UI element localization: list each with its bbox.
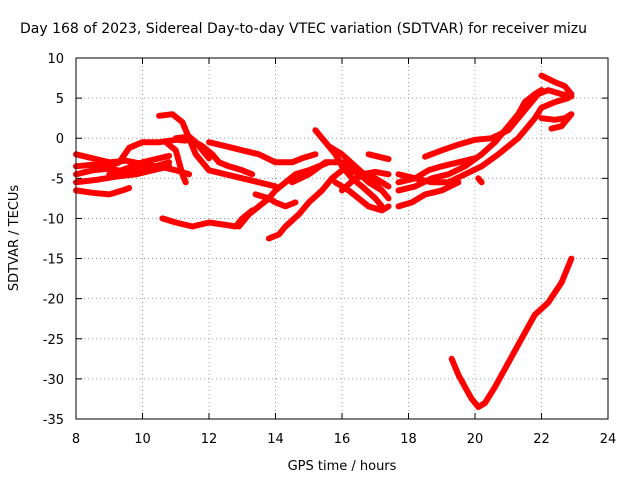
grid-lines (76, 58, 608, 419)
series-line-s4 (73, 185, 133, 198)
x-tick-label: 16 (334, 432, 351, 447)
series-line-s26 (395, 155, 478, 186)
series-line-s12 (206, 139, 319, 166)
y-tick-label: 5 (56, 92, 64, 107)
plot-series (73, 72, 575, 410)
x-tick-label: 12 (201, 432, 218, 447)
series-line-s30 (538, 111, 575, 132)
series-line-s21 (339, 171, 392, 194)
x-tick-label: 22 (533, 432, 550, 447)
y-tick-label: -15 (43, 253, 64, 268)
y-axis-label: SDTVAR / TECUs (7, 185, 22, 292)
x-tick-label: 8 (72, 432, 80, 447)
y-tick-label: -20 (43, 293, 64, 308)
chart-title: Day 168 of 2023, Sidereal Day-to-day VTE… (20, 21, 587, 37)
series-line-s22 (365, 151, 392, 163)
series-line-s27 (422, 87, 575, 160)
series-line-s28 (475, 175, 485, 186)
x-tick-label: 20 (467, 432, 484, 447)
y-tick-label: 10 (47, 52, 64, 67)
y-tick-label: -30 (43, 373, 64, 388)
x-axis-label: GPS time / hours (288, 459, 397, 474)
series-line-s29 (538, 72, 575, 98)
x-tick-label: 24 (600, 432, 617, 447)
series-line-s15 (265, 163, 355, 242)
x-tick-label: 14 (267, 432, 284, 447)
y-tick-label: 0 (56, 132, 64, 147)
series-line-s2 (73, 163, 193, 178)
x-tick-label: 18 (400, 432, 417, 447)
series-line-s23 (395, 95, 572, 186)
series-line-s7 (156, 111, 279, 190)
y-tick-label: -10 (43, 212, 64, 227)
series-line-s24 (395, 87, 545, 194)
series-line-s11 (172, 133, 212, 162)
y-axis: 10 5 0 -5 -10 -15 -20 -25 -30 -35 (43, 52, 608, 428)
x-tick-label: 10 (134, 432, 151, 447)
series-line-s8 (162, 139, 189, 186)
series-line-s6 (106, 152, 173, 178)
y-tick-label: -35 (43, 413, 64, 428)
series-line-s5 (73, 136, 189, 170)
series-line-s14 (252, 191, 299, 210)
y-tick-label: -5 (51, 172, 64, 187)
x-axis: 8 10 12 14 16 18 20 22 24 (72, 58, 616, 447)
series-line-s25 (395, 179, 462, 210)
series-line-s3 (73, 163, 173, 186)
y-tick-label: -25 (43, 333, 64, 348)
series-line-s31 (448, 255, 575, 410)
